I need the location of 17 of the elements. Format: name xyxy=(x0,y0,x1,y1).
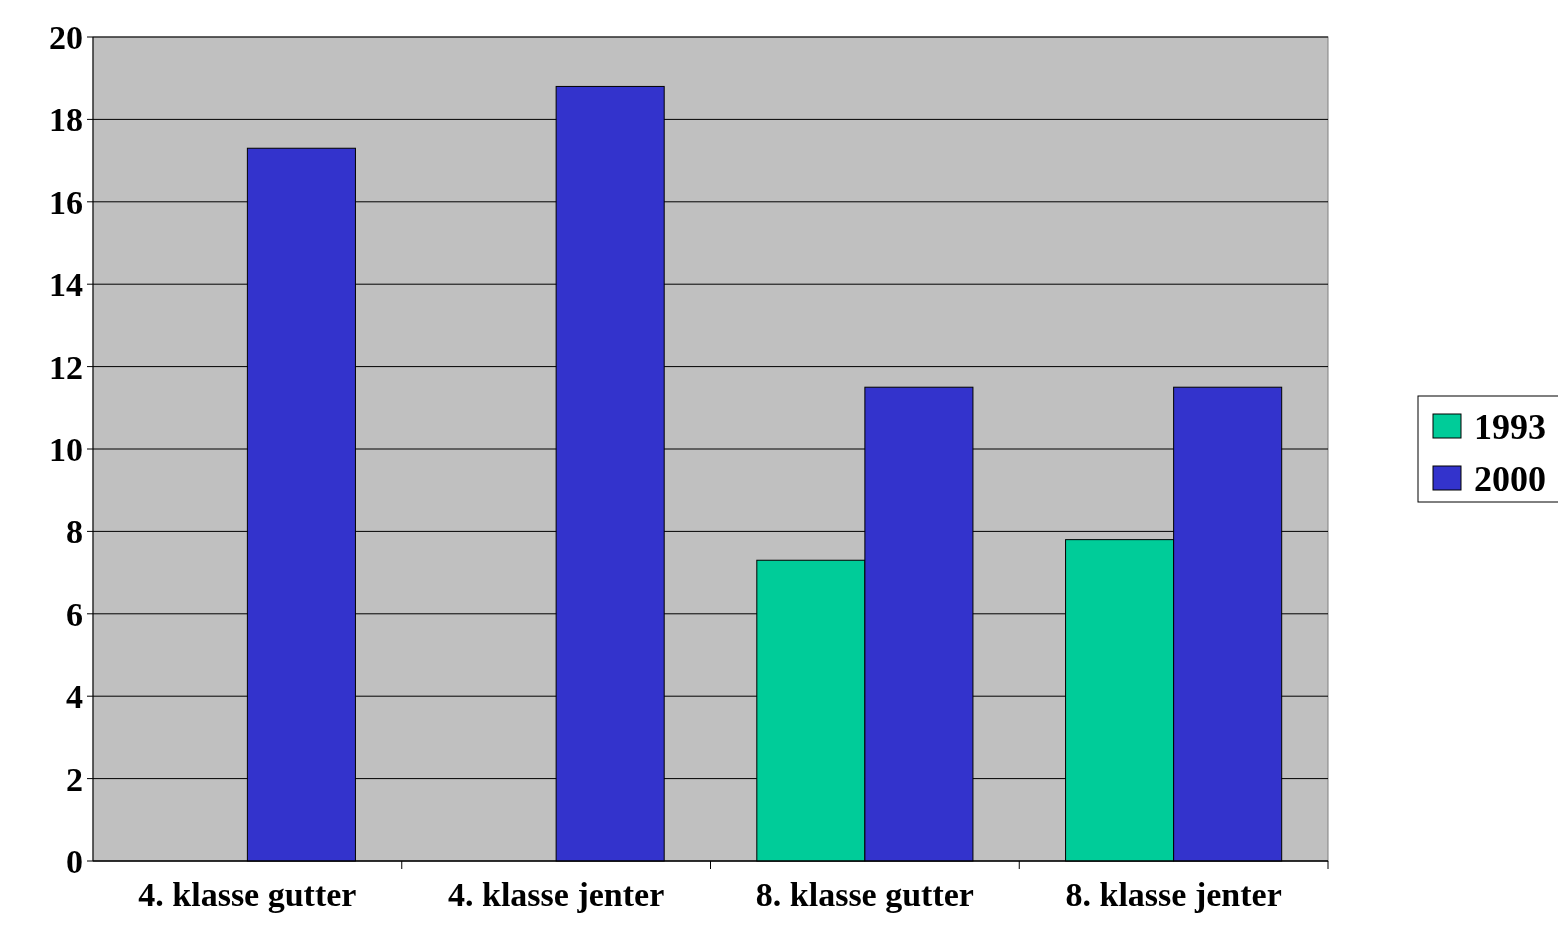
y-tick-label: 12 xyxy=(49,348,83,386)
y-tick-label: 16 xyxy=(49,183,83,221)
legend-label: 1993 xyxy=(1474,406,1546,447)
y-tick-label: 18 xyxy=(49,101,83,139)
y-tick-label: 14 xyxy=(49,266,83,304)
y-tick-label: 0 xyxy=(66,842,83,880)
y-tick-label: 10 xyxy=(49,430,83,468)
x-tick-label: 8. klasse gutter xyxy=(755,876,974,913)
y-tick-label: 20 xyxy=(49,18,83,56)
y-tick-label: 2 xyxy=(66,760,83,798)
x-tick-label: 4. klasse gutter xyxy=(138,876,357,913)
y-tick-label: 8 xyxy=(66,513,83,551)
legend-label: 2000 xyxy=(1474,458,1546,499)
y-tick-label: 6 xyxy=(66,595,83,633)
x-tick-label: 4. klasse jenter xyxy=(448,876,665,913)
x-tick-label: 8. klasse jenter xyxy=(1065,876,1282,913)
y-tick-label: 4 xyxy=(66,678,83,716)
